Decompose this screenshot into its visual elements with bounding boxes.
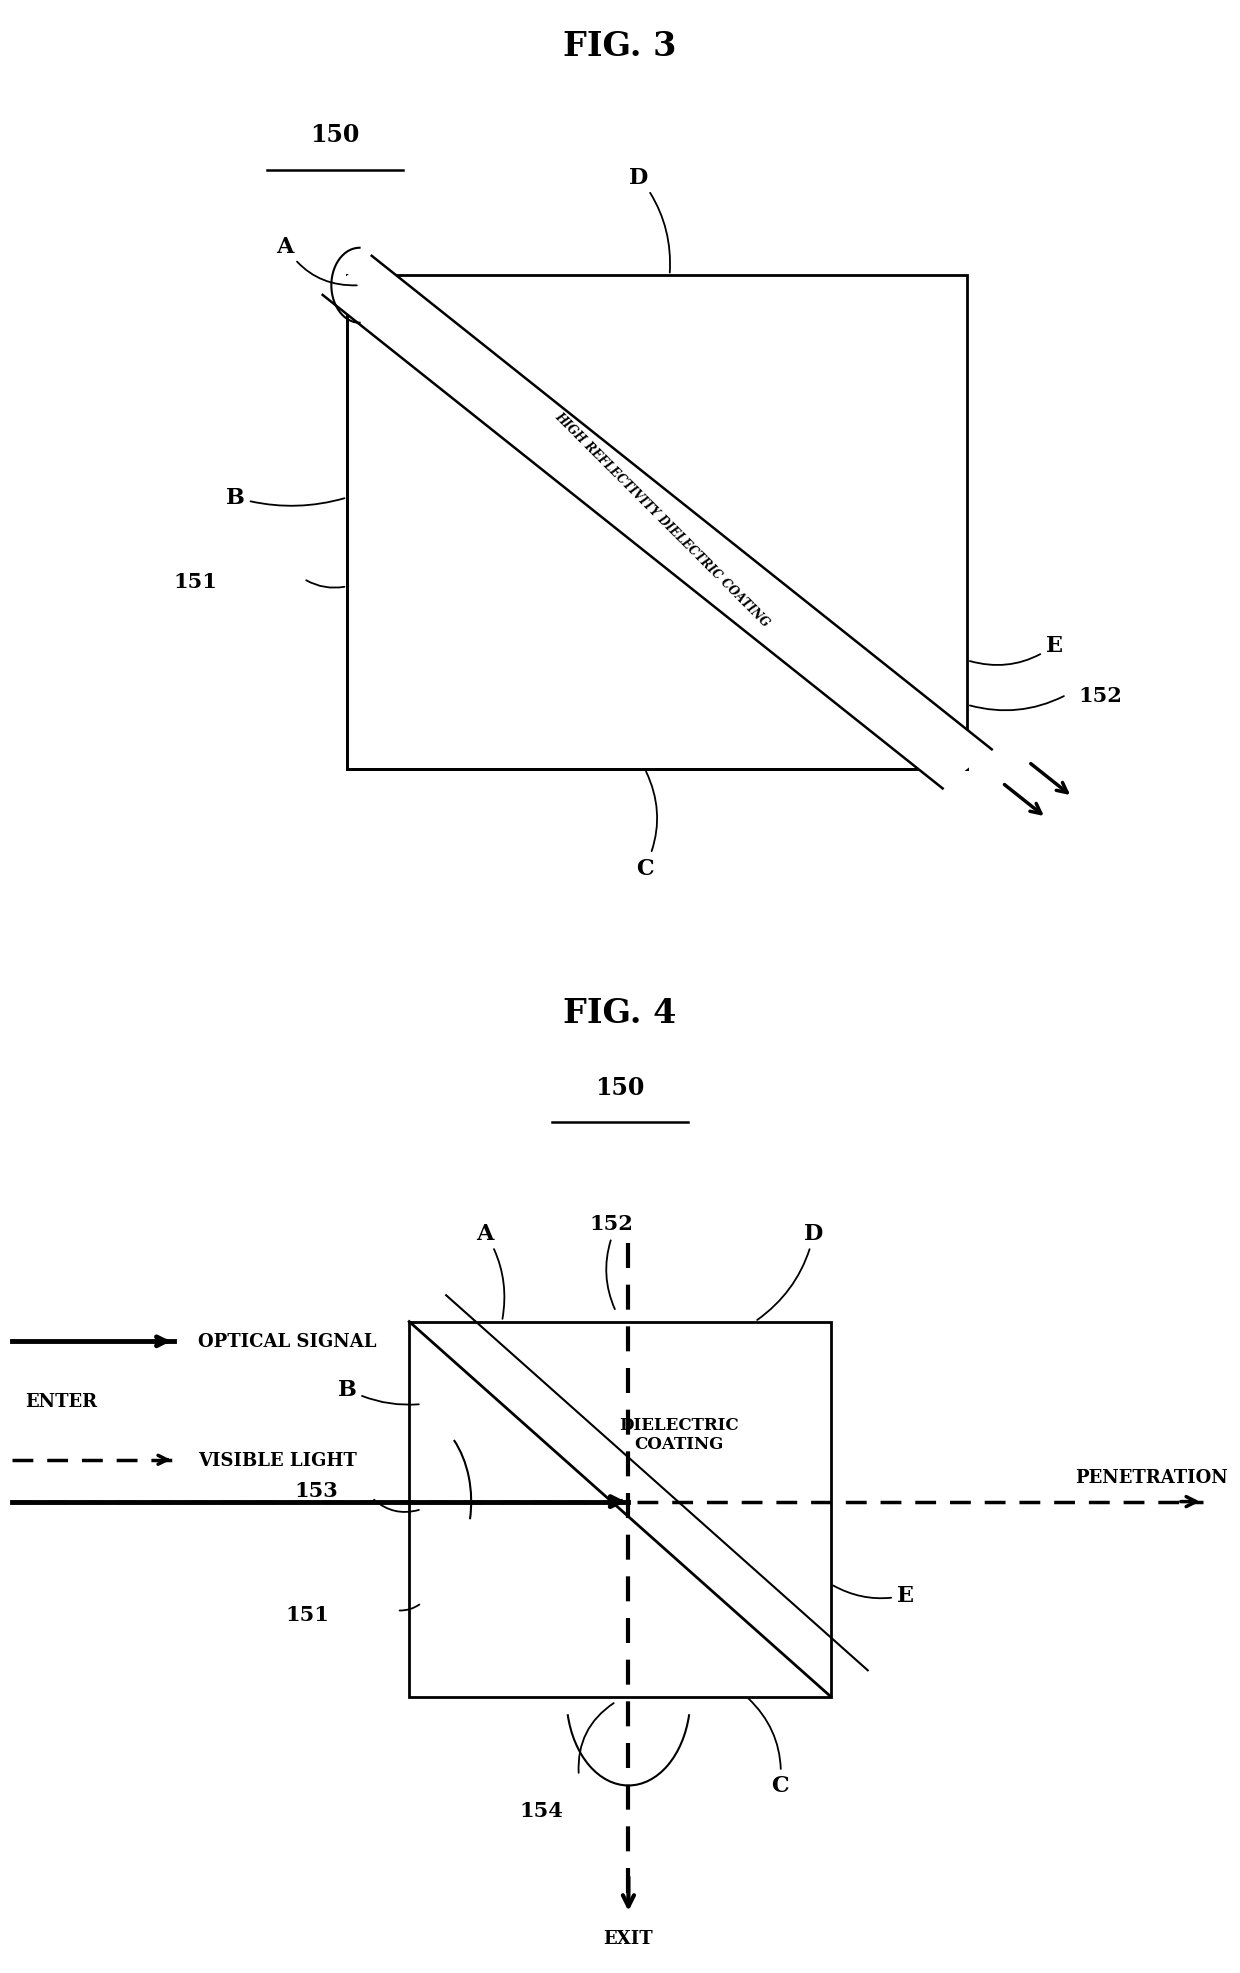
Text: A: A	[277, 235, 357, 286]
Text: OPTICAL SIGNAL: OPTICAL SIGNAL	[198, 1332, 377, 1352]
Text: 154: 154	[520, 1799, 563, 1821]
Text: E: E	[970, 635, 1063, 665]
Text: 150: 150	[595, 1075, 645, 1099]
Text: 152: 152	[1079, 685, 1122, 706]
Text: D: D	[629, 166, 670, 274]
Text: 151: 151	[285, 1604, 329, 1624]
Text: FIG. 3: FIG. 3	[563, 30, 677, 63]
Polygon shape	[409, 1322, 831, 1697]
Text: C: C	[749, 1699, 789, 1797]
Text: B: B	[226, 487, 345, 509]
Text: 152: 152	[590, 1213, 634, 1233]
Text: PENETRATION: PENETRATION	[1075, 1468, 1228, 1486]
Text: FIG. 4: FIG. 4	[563, 996, 677, 1030]
Text: HIGH REFLECTIVITY DIELECTRIC COATING: HIGH REFLECTIVITY DIELECTRIC COATING	[552, 410, 771, 629]
Text: E: E	[833, 1584, 914, 1606]
Text: VISIBLE LIGHT: VISIBLE LIGHT	[198, 1450, 357, 1470]
Text: A: A	[476, 1221, 505, 1320]
Text: 150: 150	[310, 122, 360, 148]
Text: B: B	[337, 1379, 419, 1405]
Text: D: D	[758, 1221, 823, 1320]
Text: C: C	[636, 771, 657, 880]
Text: DIELECTRIC
COATING: DIELECTRIC COATING	[619, 1417, 739, 1452]
Text: 153: 153	[294, 1480, 339, 1501]
Polygon shape	[322, 256, 992, 789]
Text: EXIT: EXIT	[604, 1930, 653, 1947]
Text: ENTER: ENTER	[25, 1391, 97, 1411]
Text: 151: 151	[174, 572, 217, 592]
